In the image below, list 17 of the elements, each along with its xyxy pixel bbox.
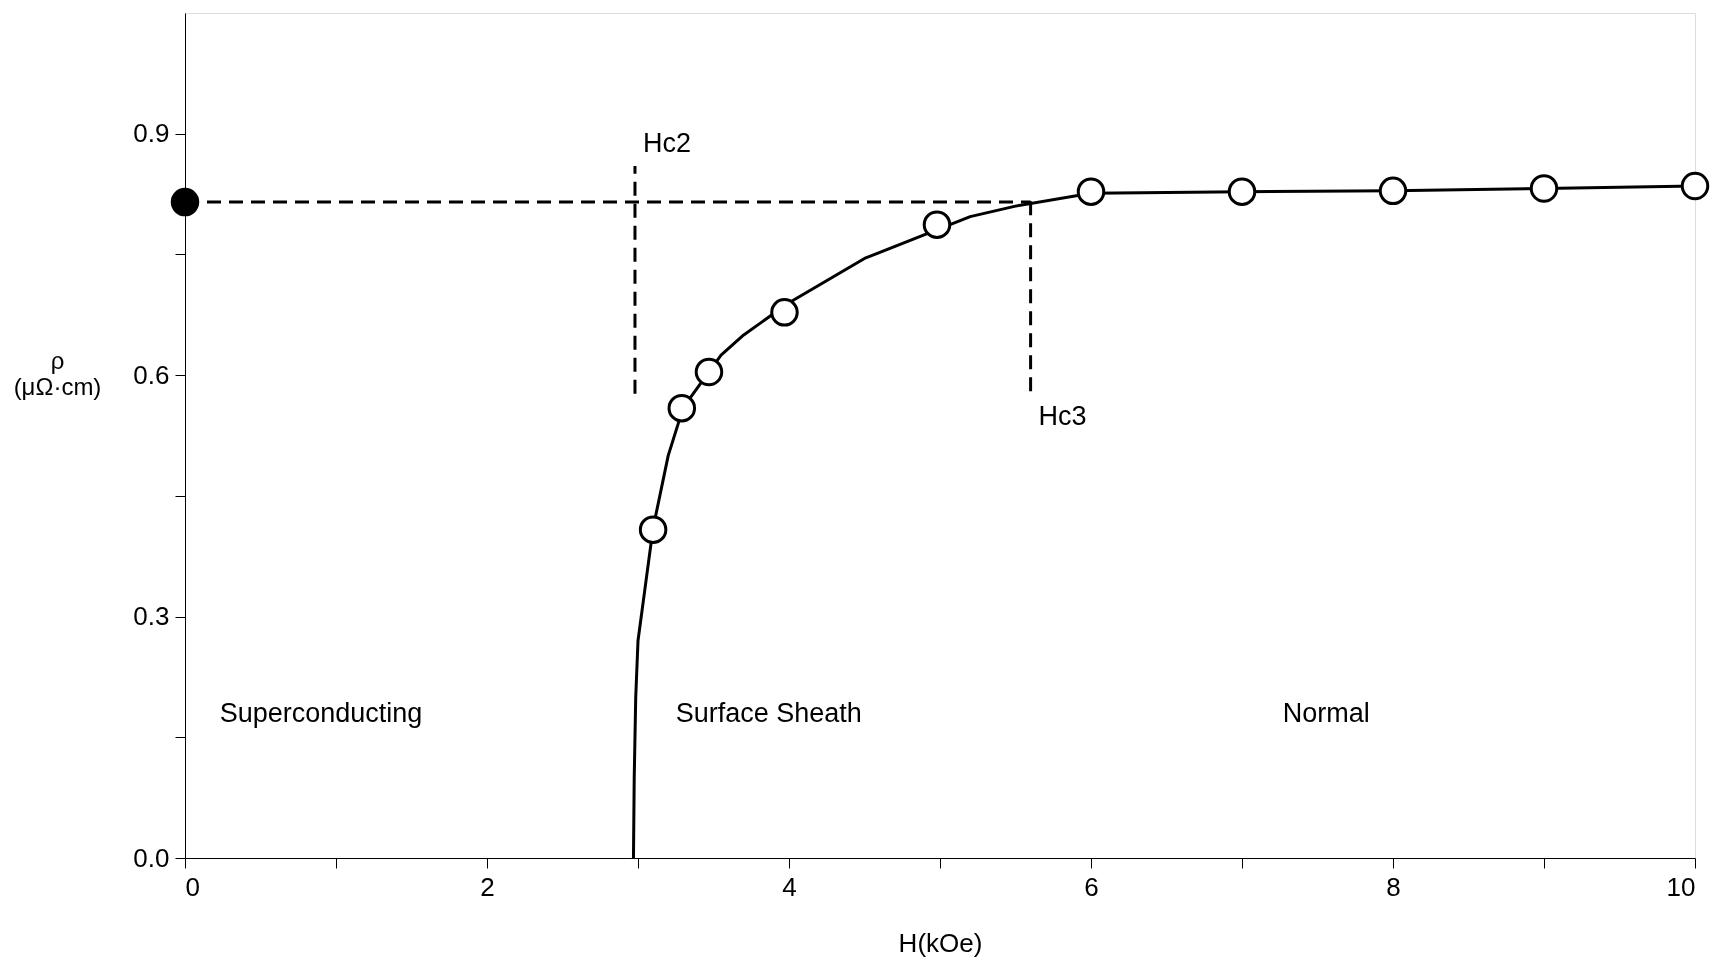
y-tick-label: 0.0 bbox=[133, 842, 170, 873]
x-tick-label: 10 bbox=[1666, 871, 1696, 902]
x-tick-label: 0 bbox=[185, 871, 200, 902]
x-tick-label: 4 bbox=[782, 871, 797, 902]
y-axis-title: ρ (μΩ·cm) bbox=[13, 346, 102, 400]
y-tick-label: 0.3 bbox=[133, 601, 170, 632]
y-tick-label: 0.6 bbox=[133, 359, 170, 390]
annotation: Surface Sheath bbox=[675, 698, 862, 729]
y-tick-label: 0.9 bbox=[133, 118, 170, 149]
annotation: Hc2 bbox=[642, 127, 691, 158]
annotation: Superconducting bbox=[219, 698, 423, 729]
x-tick-label: 2 bbox=[480, 871, 495, 902]
x-tick-label: 8 bbox=[1386, 871, 1401, 902]
x-tick-label: 6 bbox=[1084, 871, 1099, 902]
annotation: Normal bbox=[1282, 698, 1370, 729]
annotation: Hc3 bbox=[1038, 401, 1087, 432]
x-axis-title: H(kOe) bbox=[898, 927, 983, 958]
